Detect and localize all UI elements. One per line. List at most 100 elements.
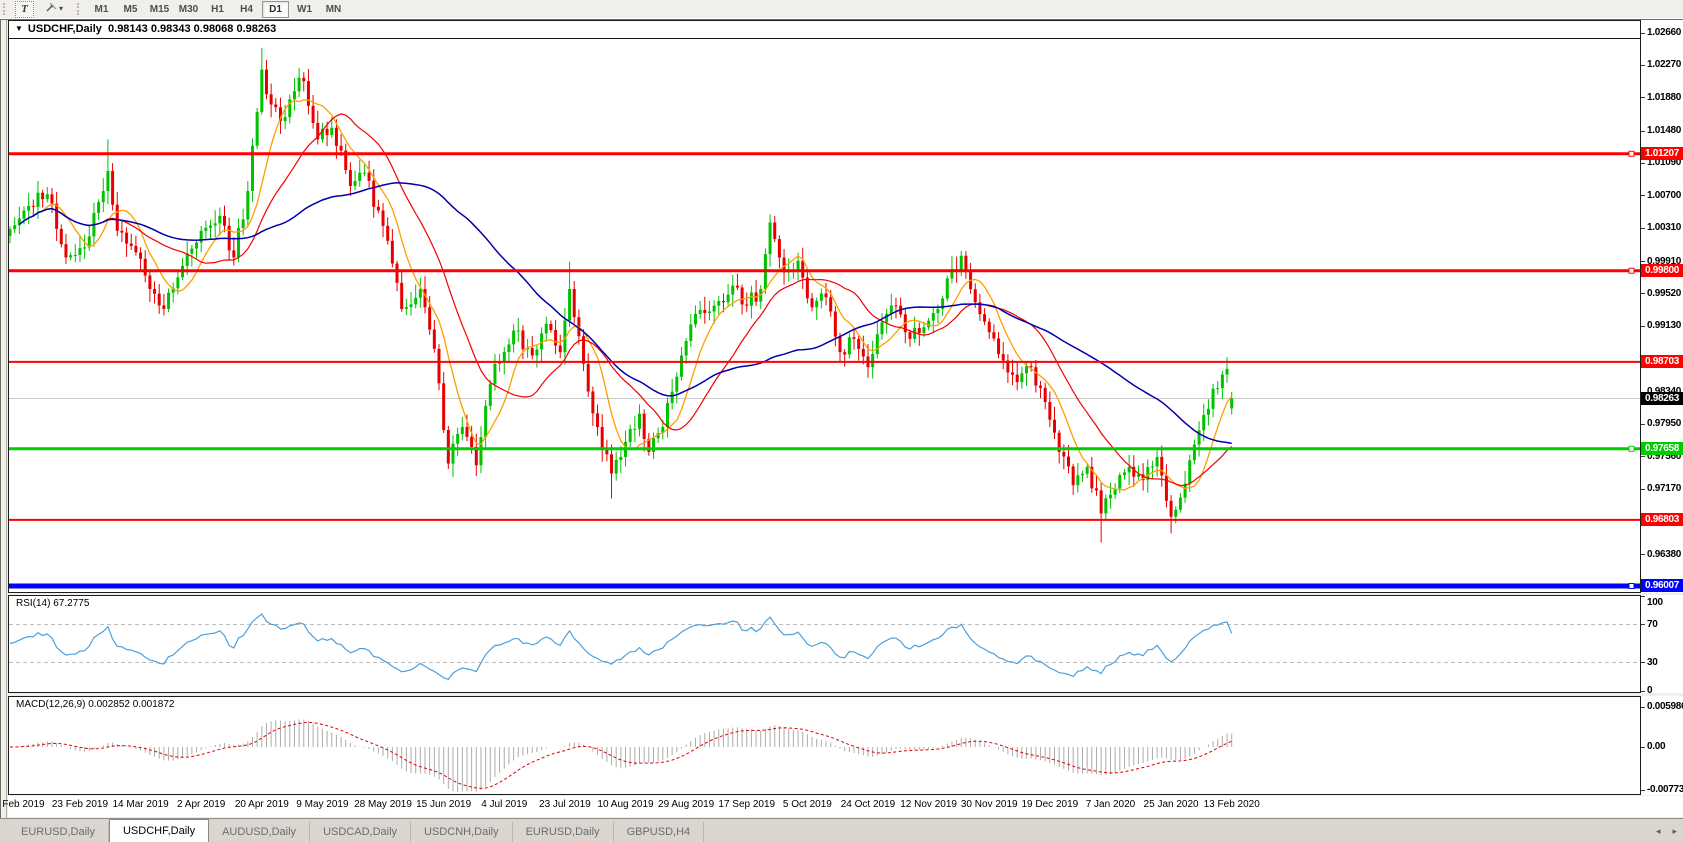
- timeframe-button-m30[interactable]: M30: [178, 3, 199, 15]
- chart-tab-eurusd-daily[interactable]: EURUSD,Daily: [8, 822, 109, 842]
- macd-panel[interactable]: MACD(12,26,9) 0.002852 0.001872: [8, 696, 1641, 795]
- current-price-label: 0.98263: [1641, 391, 1683, 405]
- timeframe-button-m1[interactable]: M1: [94, 3, 109, 15]
- line-style-dropdown-button[interactable]: ▾: [39, 2, 69, 17]
- rsi-tick-label: 100: [1647, 597, 1663, 608]
- price-tick: [1641, 195, 1645, 197]
- date-label: 20 Apr 2019: [234, 799, 289, 810]
- price-tick: [1641, 488, 1645, 490]
- price-tick: [1641, 456, 1645, 458]
- date-label: 5 Feb 2019: [0, 799, 45, 810]
- macd-canvas[interactable]: [9, 697, 1640, 794]
- price-tick: [1641, 97, 1645, 99]
- price-tick-label: 1.02270: [1647, 59, 1682, 71]
- date-label: 13 Feb 2020: [1203, 799, 1260, 810]
- rsi-tick: [1641, 690, 1645, 692]
- timeframe-button-w1[interactable]: W1: [297, 3, 312, 15]
- hline-handle-1.01207[interactable]: [1628, 150, 1635, 157]
- chart-tab-usdcnh-daily[interactable]: USDCNH,Daily: [411, 822, 513, 842]
- price-tick-label: 0.97950: [1647, 418, 1682, 430]
- hline-price-label: 0.99800: [1641, 264, 1683, 278]
- macd-signal-line: [10, 721, 1232, 789]
- timeframe-button-h4[interactable]: H4: [240, 3, 253, 15]
- macd-tick: [1641, 789, 1645, 791]
- price-tick-label: 0.99910: [1647, 255, 1682, 267]
- price-axis[interactable]: 1.02660 1.02270 1.01880 1.01480 1.01090 1.007…: [1641, 20, 1683, 593]
- rsi-line: [9, 613, 1233, 681]
- price-tick-label: 1.01090: [1647, 157, 1682, 169]
- date-label: 29 Aug 2019: [658, 799, 715, 810]
- price-tick-label: 1.00310: [1647, 222, 1682, 234]
- toolbar: T ▾ M1 M5 M15 M30 H1 H4 D1 W1 MN: [0, 0, 1683, 19]
- macd-label: MACD(12,26,9) 0.002852 0.001872: [16, 699, 175, 710]
- date-label: 23 Feb 2019: [51, 799, 109, 810]
- rsi-axis[interactable]: 100 70 30 0: [1641, 595, 1683, 696]
- ohlc-values: 0.98143 0.98343 0.98068 0.98263: [108, 23, 277, 35]
- chart-window-top-border: [0, 18, 1683, 20]
- timeframe-button-d1[interactable]: D1: [262, 0, 289, 18]
- timeframe-button-h1[interactable]: H1: [211, 3, 224, 15]
- price-tick: [1641, 162, 1645, 164]
- date-label: 15 Jun 2019: [416, 799, 472, 810]
- macd-histogram: [14, 719, 1233, 792]
- date-label: 5 Oct 2019: [782, 799, 832, 810]
- scroll-tabs-right-icon[interactable]: ▸: [1672, 826, 1677, 836]
- price-tick: [1641, 423, 1645, 425]
- price-tick-label: 0.97560: [1647, 450, 1682, 462]
- text-tool-button[interactable]: T: [15, 0, 34, 18]
- price-tick-label: 0.96380: [1647, 548, 1682, 560]
- rsi-canvas[interactable]: [9, 596, 1640, 692]
- price-tick: [1641, 64, 1645, 66]
- hline-handle-0.99800[interactable]: [1628, 267, 1635, 274]
- hline-price-label: 0.97658: [1641, 442, 1683, 456]
- rsi-tick: [1641, 662, 1645, 663]
- toolbar-grip[interactable]: [3, 3, 9, 15]
- price-chart-panel[interactable]: [8, 20, 1641, 593]
- price-tick: [1641, 261, 1645, 263]
- price-tick: [1641, 32, 1645, 34]
- price-tick-label: 1.01480: [1647, 125, 1682, 137]
- rsi-tick: [1641, 595, 1645, 597]
- hline-price-label: 0.96007: [1641, 579, 1683, 593]
- date-label: 23 Jul 2019: [539, 799, 591, 810]
- price-tick: [1641, 293, 1645, 295]
- macd-tick: [1641, 746, 1645, 748]
- date-label: 25 Jan 2020: [1143, 799, 1199, 810]
- price-tick: [1641, 227, 1645, 229]
- date-label: 19 Dec 2019: [1021, 799, 1079, 810]
- moving-average-8: [18, 99, 1233, 491]
- price-tick-label: 1.00700: [1647, 189, 1682, 201]
- timeframe-button-m15[interactable]: M15: [149, 3, 170, 15]
- candlesticks: [9, 47, 1234, 543]
- collapse-triangle-icon[interactable]: ▼: [15, 24, 23, 33]
- date-label: 7 Jan 2020: [1085, 799, 1136, 810]
- hline-price-label: 0.96803: [1641, 513, 1683, 527]
- toolbar-grip[interactable]: [77, 3, 83, 15]
- price-tick: [1641, 130, 1645, 132]
- chart-tab-usdcad-daily[interactable]: USDCAD,Daily: [310, 822, 412, 842]
- date-label: 28 May 2019: [354, 799, 412, 810]
- chart-tab-audusd-daily[interactable]: AUDUSD,Daily: [209, 822, 311, 842]
- symbol-label: USDCHF,Daily: [27, 23, 102, 35]
- chart-title-strip: ▼ USDCHF,Daily 0.98143 0.98343 0.98068 0.…: [9, 21, 1640, 39]
- hline-handle-0.96007[interactable]: [1628, 582, 1635, 589]
- date-label: 2 Apr 2019: [176, 799, 226, 810]
- chart-tab-usdchf-daily[interactable]: USDCHF,Daily: [108, 819, 210, 842]
- chart-tab-eurusd-daily[interactable]: EURUSD,Daily: [513, 822, 614, 842]
- scroll-tabs-left-icon[interactable]: ◂: [1655, 826, 1661, 836]
- chart-title: ▼ USDCHF,Daily 0.98143 0.98343 0.98068 0.…: [15, 23, 276, 35]
- macd-axis[interactable]: 0.005986 0.00 -0.007732: [1641, 696, 1683, 795]
- chart-window-left-border: [0, 20, 8, 842]
- chart-tab-gbpusd-h4[interactable]: GBPUSD,H4: [614, 822, 705, 842]
- macd-tick-label: -0.007732: [1647, 784, 1683, 795]
- price-chart-canvas[interactable]: [9, 21, 1640, 592]
- rsi-panel[interactable]: RSI(14) 67.2775: [8, 595, 1641, 693]
- macd-tick-label: 0.005986: [1647, 701, 1683, 712]
- date-label: 9 May 2019: [296, 799, 349, 810]
- price-tick: [1641, 554, 1645, 556]
- hline-handle-0.97658[interactable]: [1628, 445, 1635, 452]
- macd-tick-label: 0.00: [1647, 741, 1666, 752]
- timeframe-button-m5[interactable]: M5: [123, 3, 138, 15]
- timeframe-button-mn[interactable]: MN: [325, 3, 342, 15]
